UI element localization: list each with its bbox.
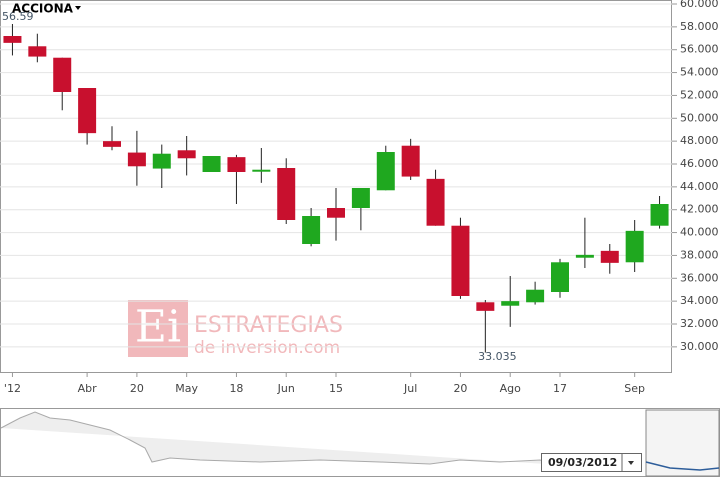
candle-body [127,152,146,167]
candle-body [202,156,221,172]
y-tick-label: 38.000 [680,248,719,261]
annotation: 56.59 [2,10,34,23]
y-tick-label: 36.000 [680,271,719,284]
y-tick-label: 34.000 [680,294,719,307]
candle-body [227,157,246,172]
x-tick-label: 15 [329,382,343,395]
candle-body [625,230,644,263]
title-dropdown-arrow[interactable] [75,6,81,10]
x-tick-label: Ago [500,382,522,395]
candle-body [28,46,47,57]
x-tick-label: Jul [403,382,417,395]
x-tick-label: 18 [229,382,243,395]
x-tick-label: '12 [4,382,21,395]
candle-body [351,188,370,208]
annotation: 33.035 [478,350,517,363]
candle-body [575,254,594,258]
x-tick-label: Sep [624,382,645,395]
x-tick-label: Abr [78,382,98,395]
navigator-window-line [645,461,720,471]
candle-body [3,36,22,43]
y-tick-label: 30.000 [680,340,719,353]
y-tick-label: 52.000 [680,88,719,101]
candle-body [401,145,420,177]
candle-body [451,225,470,296]
y-tick-label: 48.000 [680,134,719,147]
candle-body [78,88,97,134]
y-tick-label: 56.000 [680,43,719,56]
y-tick-label: 42.000 [680,203,719,216]
y-tick-label: 32.000 [680,317,719,330]
x-tick-label: 20 [130,382,144,395]
chart-title[interactable]: ACCIONA [12,2,74,16]
candle-body [426,178,445,226]
candle-body [152,153,171,169]
watermark: Ei ESTRATEGIAS de inversion.com [128,300,343,358]
candle-body [476,302,495,311]
y-tick-label: 46.000 [680,157,719,170]
watermark-line2: de inversion.com [194,338,340,358]
plot: 30.000 32.000 34.000 36.000 38.000 40.000 42.0… [0,0,719,395]
date-box[interactable] [541,453,642,472]
candle-body [526,289,545,303]
candle-body [376,152,395,191]
y-tick-label: 58.000 [680,20,719,33]
x-tick-label: Jun [277,382,295,395]
watermark-logo-box [128,300,188,357]
x-tick-label: 20 [453,382,467,395]
navigator-window[interactable] [645,409,720,477]
watermark-line1: ESTRATEGIAS [194,313,343,338]
date-dropdown-arrow[interactable] [628,461,634,465]
candle-body [600,250,619,263]
y-tick-label: 50.000 [680,111,719,124]
y-tick-label: 44.000 [680,180,719,193]
x-tick-label: 17 [553,382,567,395]
candle-body [252,169,271,172]
candle-body [177,150,196,159]
candle-body [327,208,345,218]
navigator-overview [0,411,561,466]
candle-body [650,204,669,226]
date-text: 09/03/2012 [548,456,617,469]
candle-body [501,301,520,306]
y-tick-label: 40.000 [680,226,719,239]
y-tick-label: 54.000 [680,66,719,79]
candle-body [551,262,569,292]
candle-body [302,216,321,244]
x-tick-label: May [175,382,198,395]
candle-body [53,57,72,92]
watermark-logo: Ei [135,302,181,353]
candle-body [277,168,296,220]
y-tick-label: 60.000 [680,0,719,10]
candle-body [103,141,121,147]
